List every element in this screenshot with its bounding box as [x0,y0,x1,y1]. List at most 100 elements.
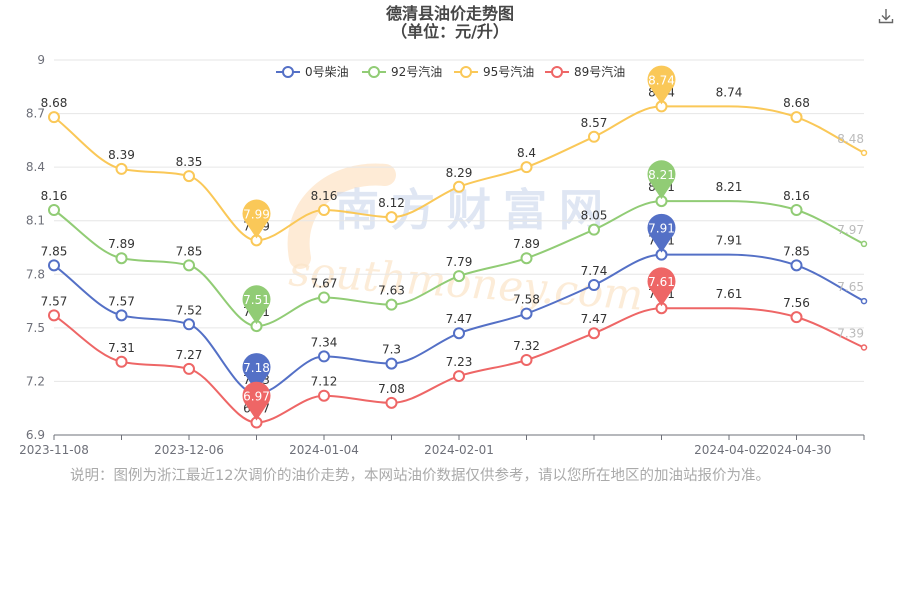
data-point [318,291,330,304]
x-tick-label: 2023-12-06 [154,443,224,457]
marker-label: 7.99 [243,207,270,221]
y-tick-label: 7.5 [26,321,45,335]
data-label: 7.58 [513,293,540,307]
marker-label: 7.61 [648,275,675,289]
data-point [183,318,195,331]
data-label: 7.12 [311,375,338,389]
chart-note: 说明：图例为浙江最近12次调价的油价走势，本网站油价数据仅供参考，请以您所在地区… [70,468,770,484]
legend-item[interactable]: 92号汽油 [362,64,442,79]
data-label: 7.52 [176,303,203,317]
data-label: 8.16 [783,189,810,203]
data-label: 8.68 [783,96,810,110]
x-tick-label: 2024-04-02 [694,443,764,457]
legend-label: 92号汽油 [391,64,442,79]
data-label: 8.12 [378,196,405,210]
download-icon[interactable] [876,6,896,26]
legend-symbol [551,66,563,78]
data-point [115,355,128,368]
extreme-marker: 8.74 [647,65,676,105]
data-label: 7.57 [41,294,68,308]
axes: 6.9 7.2 7.5 7.8 8.1 8.4 8.7 9 2023-11-08 2023-12-… [19,53,865,457]
legend[interactable]: 0号柴油 92号汽油 95号汽油 89号汽油 [276,64,625,79]
data-label: 8.29 [446,166,473,180]
data-point [453,180,465,193]
data-point [588,327,600,340]
data-point [48,204,60,216]
data-point [318,389,330,402]
legend-symbol [368,66,380,78]
data-point [183,170,195,183]
data-point [520,307,533,320]
y-tick-label: 6.9 [26,428,45,442]
data-label: 7.85 [41,244,68,258]
legend-label: 95号汽油 [483,64,534,79]
data-point [860,297,868,305]
data-point [588,223,600,236]
data-label: 8.74 [716,85,743,99]
legend-symbol [282,66,294,78]
data-label: 8.4 [517,146,536,160]
data-label: 8.35 [176,155,203,169]
extreme-marker: 7.18 [242,353,271,392]
data-label: 8.05 [581,209,608,223]
data-label: 8.16 [41,189,68,203]
data-label: 7.61 [716,287,743,301]
data-label: 7.63 [378,284,405,298]
data-label: 8.21 [716,180,743,194]
data-label: 7.32 [513,339,540,353]
data-label: 7.89 [513,237,540,251]
data-label: 7.85 [783,244,810,258]
marker-label: 7.91 [648,222,675,236]
extreme-marker: 7.91 [647,213,676,253]
marker-pin [647,267,676,307]
data-point [385,298,398,311]
data-label: 7.3 [382,343,401,357]
data-label: 7.34 [311,335,338,349]
data-point [860,344,868,351]
data-point [385,357,398,370]
data-point [588,130,600,143]
data-point [318,350,330,363]
data-point [385,211,398,224]
legend-item[interactable]: 0号柴油 [276,65,349,79]
y-tick-label: 9 [37,53,45,67]
data-point [115,162,128,175]
marker-pin [647,213,676,253]
extreme-marker: 8.21 [647,160,676,200]
marker-pin [242,199,271,239]
data-label: 7.39 [837,327,864,341]
chart-subtitle: （单位：元/升） [391,22,509,41]
data-label: 7.47 [581,312,608,326]
marker-label: 8.21 [648,168,675,182]
legend-label: 0号柴油 [305,65,349,79]
data-label: 7.91 [716,234,743,248]
data-point [48,309,60,322]
data-label: 7.89 [108,237,135,251]
data-point [48,111,60,124]
x-tick-label: 2023-11-08 [19,443,89,457]
data-label: 8.16 [311,189,338,203]
data-point [790,259,803,272]
data-label: 8.39 [108,148,135,162]
marker-pin [647,160,676,200]
data-point [860,240,868,248]
extreme-marker: 7.99 [242,199,271,239]
legend-item[interactable]: 89号汽油 [545,64,625,79]
legend-item[interactable]: 95号汽油 [454,64,534,79]
data-point [453,327,465,340]
legend-symbol [460,66,472,78]
x-tick-label: 2024-04-30 [762,443,832,457]
data-point [520,252,533,265]
data-point [790,204,803,216]
marker-pin [647,65,676,105]
marker-pin [242,353,271,392]
marker-label: 6.97 [243,390,270,404]
data-point [115,252,128,265]
extreme-marker: 7.51 [242,285,271,325]
data-label: 7.56 [783,296,810,310]
data-point [453,370,465,383]
watermark-cn: 南方财富网 [335,185,615,236]
marker-label: 7.18 [243,361,270,375]
data-point [183,259,195,272]
chart-title: 德清县油价走势图 [385,4,514,23]
